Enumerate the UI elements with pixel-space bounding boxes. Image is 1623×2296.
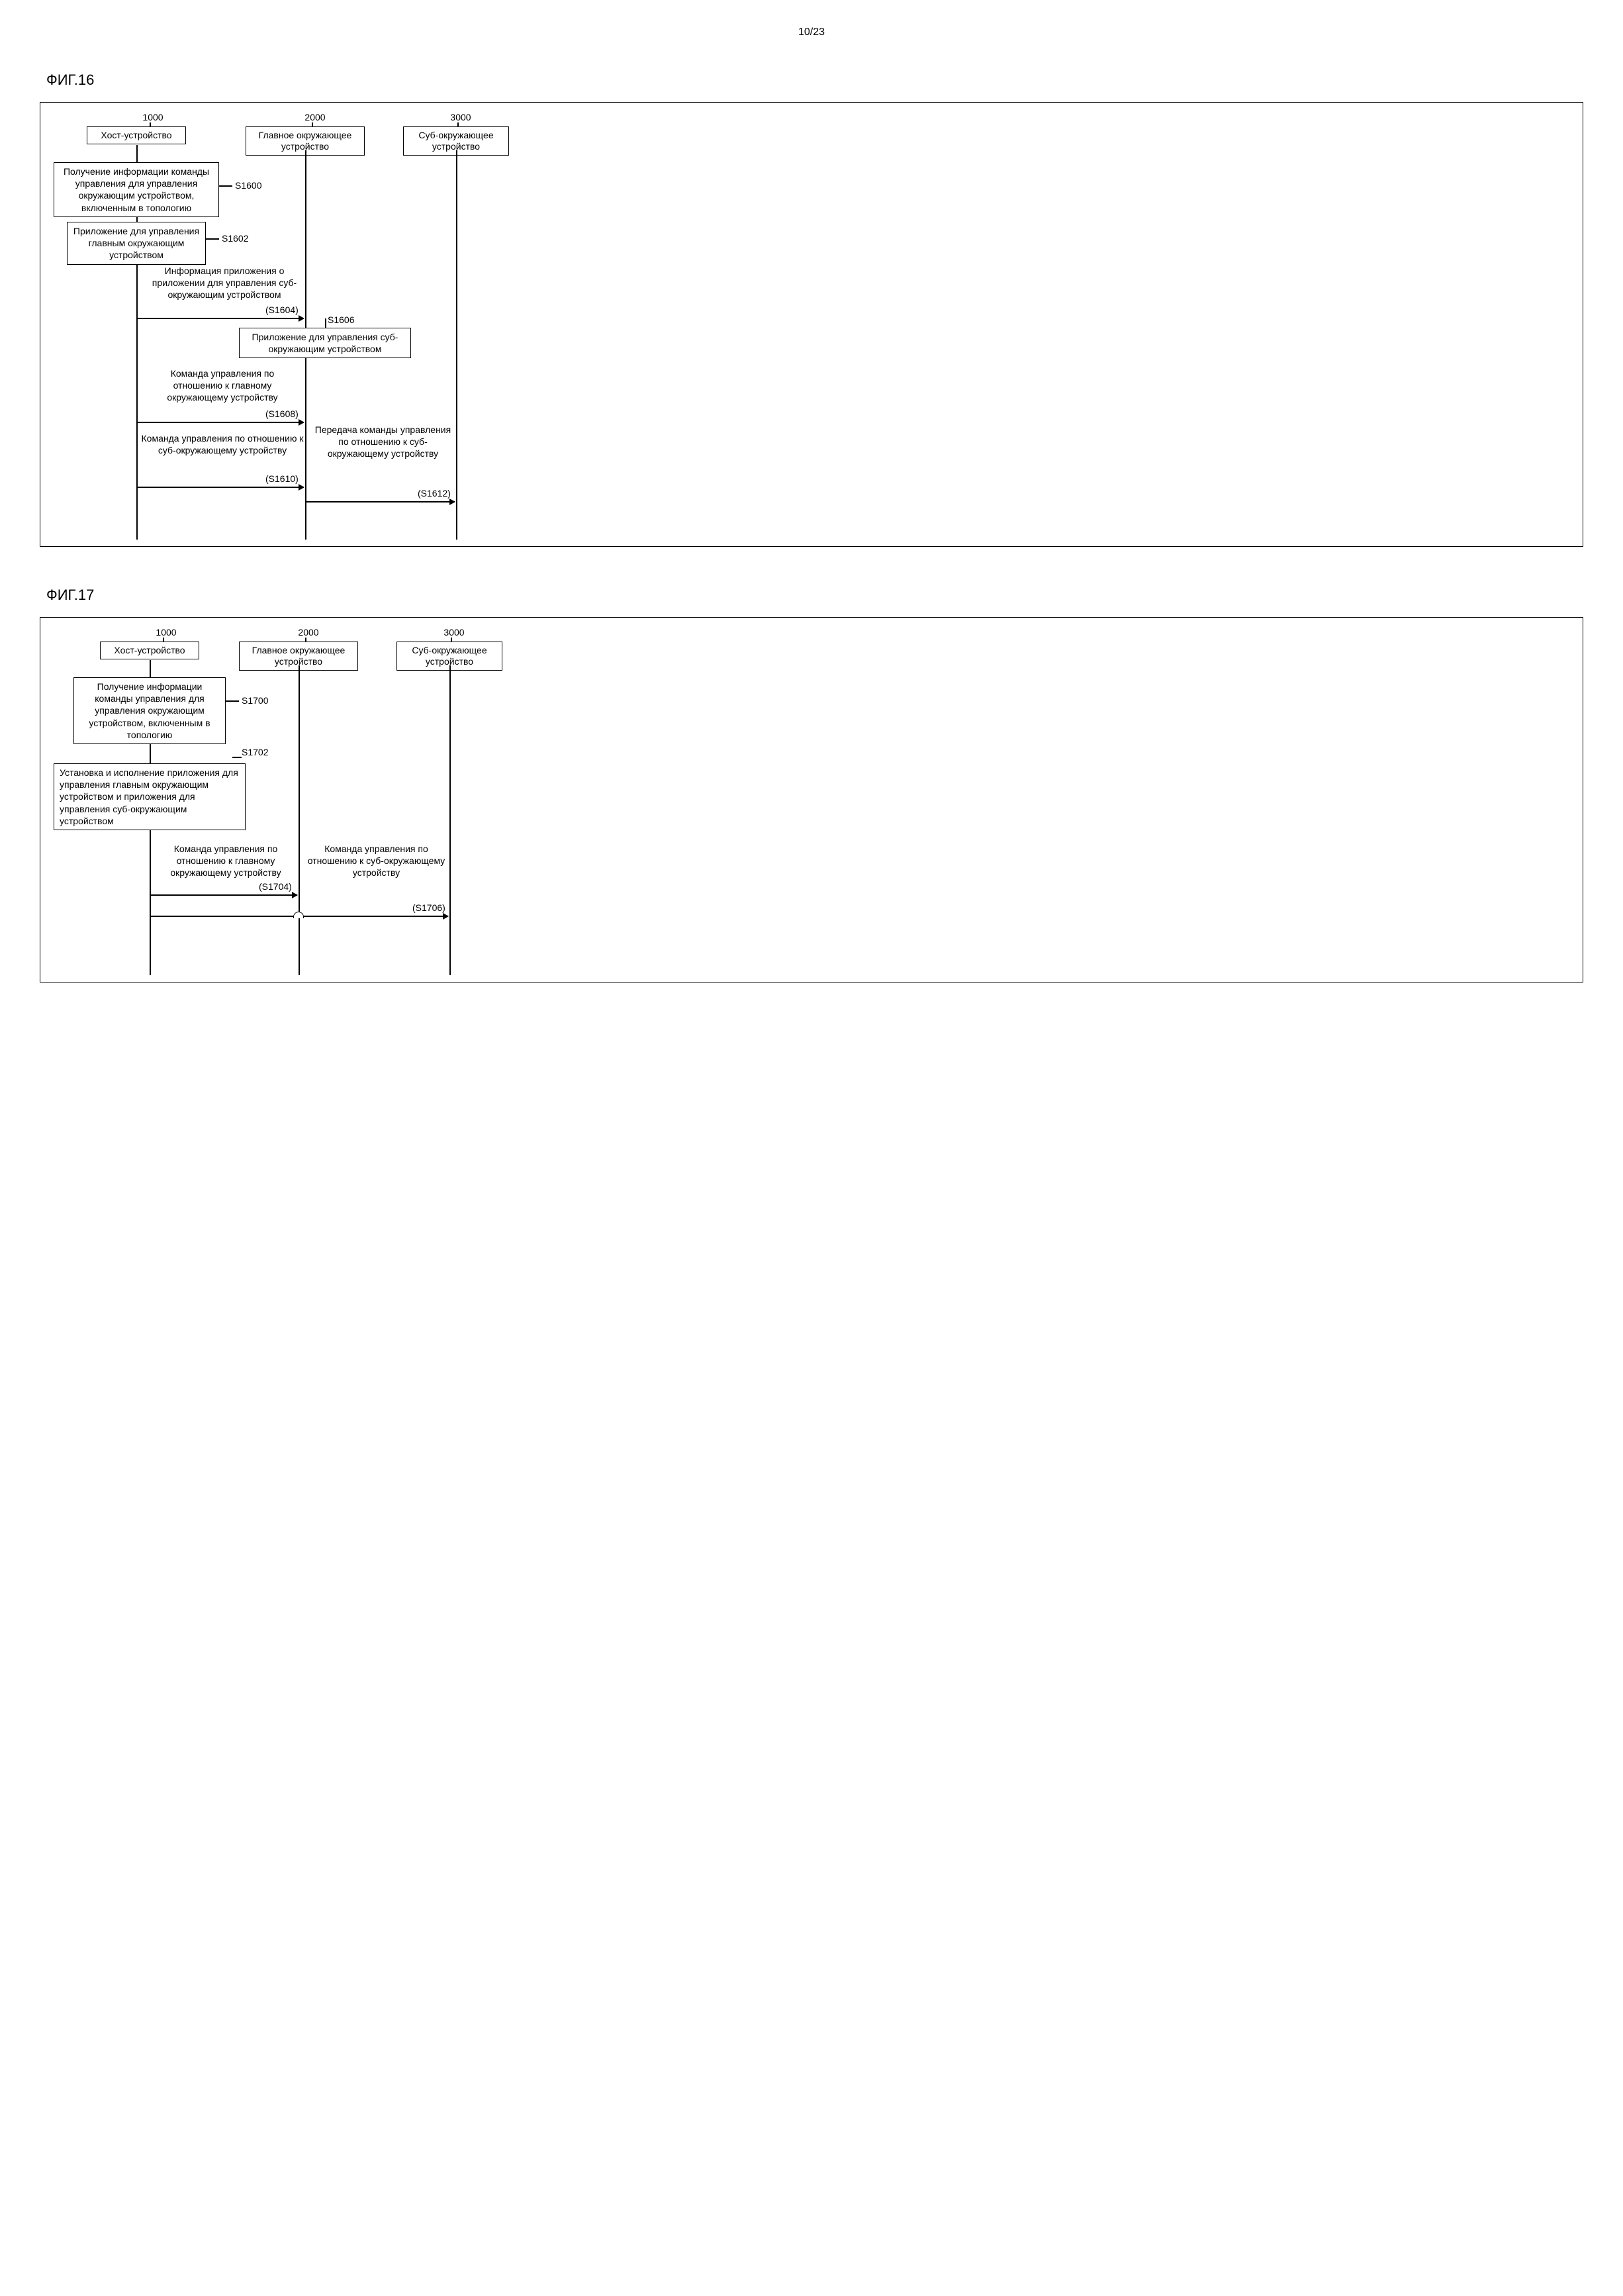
s1612-text: Передача команды управления по отношению… [312,424,454,460]
s1606-id: S1606 [328,314,354,325]
s1604-arrow [137,318,304,319]
s1704-text: Команда управления по отношению к главно… [156,843,295,879]
main-num-16: 2000 [289,112,342,122]
sub-lifeline-16 [456,150,457,540]
s1702-box: Установка и исполнение приложения для уп… [54,763,246,830]
host-num-16: 1000 [126,112,179,122]
sub-lifeline-17 [449,665,451,975]
s1612-id: (S1612) [418,488,451,499]
s1706-arrow-seg1 [150,916,293,917]
figure-16-frame: 1000 2000 3000 Хост-устройство Главное о… [40,102,1583,547]
s1610-id: (S1610) [265,473,299,484]
s1600-id: S1600 [235,180,261,191]
figure-17-title: ФИГ.17 [46,587,1583,604]
s1600-box: Получение информации команды управления … [54,162,219,217]
s1604-id: (S1604) [265,305,299,315]
s1608-arrow [137,422,304,423]
s1702-id: S1702 [242,747,268,757]
figure-17: ФИГ.17 1000 2000 3000 Хост-устройство Гл… [40,587,1583,982]
host-header-17: Хост-устройство [100,642,199,659]
s1700-box: Получение информации команды управления … [73,677,226,744]
s1704-id: (S1704) [259,881,292,892]
s1610-text: Команда управления по отношению к суб-ок… [140,432,305,456]
s1704-arrow [150,894,297,896]
figure-17-frame: 1000 2000 3000 Хост-устройство Главное о… [40,617,1583,982]
figure-16-title: ФИГ.16 [46,72,1583,89]
main-lifeline-17 [299,665,300,975]
sub-num-17: 3000 [428,627,481,638]
s1606-box: Приложение для управления суб-окружающим… [239,328,411,358]
sub-num-16: 3000 [434,112,487,122]
s1608-id: (S1608) [265,408,299,419]
s1608-text: Команда управления по отношению к главно… [146,367,299,404]
figure-16: ФИГ.16 1000 2000 3000 Хост-устройство Гл… [40,72,1583,547]
s1604-text: Информация приложения о приложении для у… [146,265,302,301]
s1602-id: S1602 [222,233,248,244]
page-number: 10/23 [40,26,1583,38]
s1612-arrow [306,501,455,502]
s1706-id: (S1706) [412,902,445,913]
s1602-box: Приложение для управления главным окружа… [67,222,206,265]
host-header-16: Хост-устройство [87,126,186,144]
host-num-17: 1000 [140,627,193,638]
main-num-17: 2000 [282,627,335,638]
s1706-arc [293,912,304,918]
s1706-text: Команда управления по отношению к суб-ок… [305,843,447,879]
s1610-arrow [137,487,304,488]
s1700-id: S1700 [242,695,268,706]
s1706-arrow-seg2 [304,916,448,917]
